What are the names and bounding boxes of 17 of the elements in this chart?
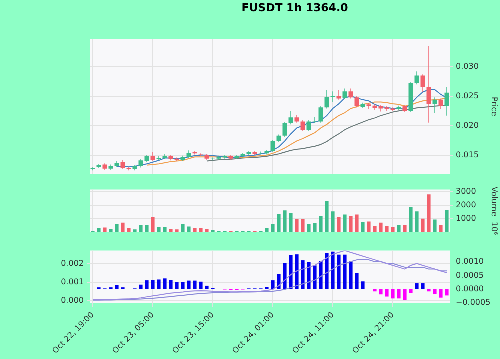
y-tick-label: 0.020: [456, 120, 479, 130]
y-tick-label: 0.025: [456, 91, 479, 100]
y-tick-label: 0.030: [456, 62, 479, 71]
y-tick-label: 0.001: [61, 277, 84, 286]
y-tick-label: 3000: [456, 187, 476, 196]
chart-title: FUSDT 1h 1364.0: [242, 1, 349, 14]
y-tick-label: 0.015: [456, 150, 479, 160]
y2-tick-label: −0.0005: [456, 298, 491, 307]
y-tick-label: 0.000: [61, 296, 84, 305]
y-tick-label: 2000: [456, 200, 476, 210]
y-axis-title: Price: [490, 96, 500, 117]
y2-tick-label: 0.0010: [456, 257, 484, 266]
y-axis-title: Volume 10⁶: [490, 186, 500, 236]
y2-tick-label: 0.0000: [456, 284, 484, 294]
y-tick-label: 0.002: [61, 258, 84, 268]
y-tick-label: 1000: [456, 214, 476, 223]
y2-tick-label: 0.0005: [456, 270, 484, 280]
